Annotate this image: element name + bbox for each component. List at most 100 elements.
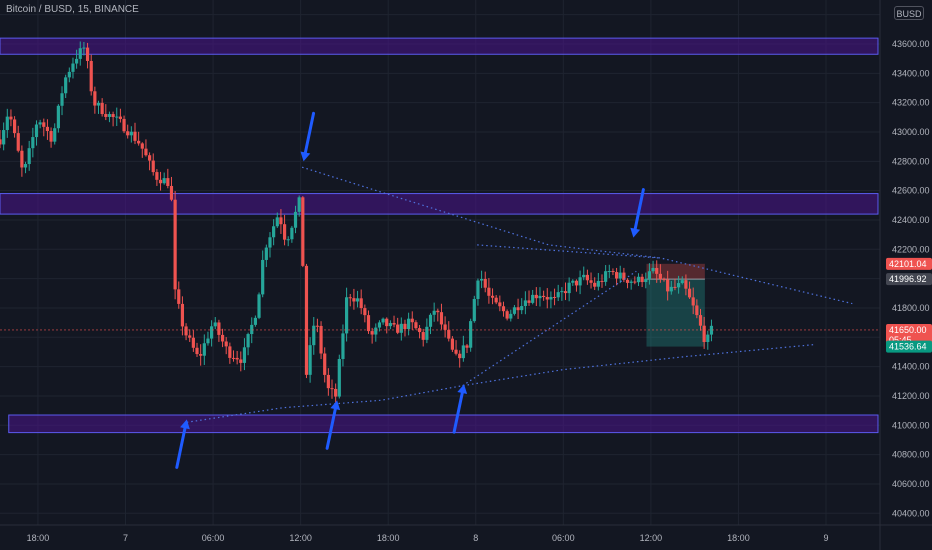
- time-tick-label: 12:00: [289, 533, 312, 543]
- candle-body: [622, 272, 626, 280]
- candle-body: [180, 303, 185, 327]
- candle-body: [636, 276, 641, 283]
- candle-body: [520, 306, 524, 311]
- candle-body: [458, 353, 462, 359]
- candle-body: [202, 343, 206, 356]
- trendline: [462, 270, 637, 387]
- candle-body: [666, 279, 670, 292]
- candle-body: [144, 148, 148, 156]
- candle-body: [268, 237, 272, 248]
- candle-body: [147, 155, 152, 161]
- candle-body: [447, 329, 451, 339]
- candle-body: [377, 322, 382, 328]
- price-tick-label: 42400.00: [892, 215, 930, 225]
- time-tick-label: 18:00: [377, 533, 400, 543]
- candle-body: [111, 114, 115, 118]
- trendline: [186, 344, 815, 423]
- candle-body: [596, 280, 600, 287]
- annotation-arrows: [175, 111, 645, 469]
- candle-body: [410, 318, 414, 323]
- candle-body: [195, 347, 199, 355]
- candle-body: [563, 291, 568, 294]
- candle-body: [629, 281, 633, 283]
- price-tick-label: 41800.00: [892, 303, 930, 313]
- time-tick-label: 9: [823, 533, 828, 543]
- candle-body: [49, 131, 53, 142]
- candle-body: [158, 179, 163, 184]
- candle-body: [542, 295, 546, 297]
- candle-body: [213, 322, 217, 327]
- chart-title: Bitcoin / BUSD, 15, BINANCE: [6, 4, 139, 15]
- candle-body: [246, 334, 250, 348]
- candle-body: [534, 294, 538, 299]
- candle-body: [20, 150, 24, 168]
- candle-body: [472, 298, 476, 322]
- candle-body: [417, 328, 422, 333]
- candle-body: [100, 102, 104, 115]
- candle-body: [337, 358, 341, 397]
- candle-body: [71, 63, 75, 72]
- price-axis[interactable]: 43600.00 43400.00 43200.00 43000.00 42800.00…: [879, 0, 930, 550]
- price-tick-label: 43200.00: [892, 98, 930, 108]
- candle-body: [151, 160, 155, 173]
- candle-body: [385, 318, 389, 327]
- candle-body: [443, 324, 447, 330]
- zone-rect: [0, 37, 879, 55]
- candle-body: [560, 291, 564, 293]
- candle-body: [585, 274, 589, 281]
- candle-body: [257, 294, 261, 318]
- trendlines: [0, 166, 880, 423]
- price-tick-label: 40800.00: [892, 450, 930, 460]
- candle-body: [640, 276, 644, 283]
- candle-body: [155, 172, 159, 180]
- candle-body: [512, 307, 517, 314]
- candle-body: [286, 239, 290, 241]
- candle-body: [425, 326, 429, 340]
- arrow-shaft: [325, 407, 337, 450]
- arrow-head: [457, 384, 468, 395]
- candle-body: [614, 272, 619, 279]
- arrow-head: [330, 400, 341, 411]
- candle-body: [531, 294, 535, 303]
- candle-body: [42, 122, 46, 127]
- candle-body: [607, 271, 611, 273]
- candle-body: [366, 315, 371, 332]
- candle-body: [166, 178, 170, 186]
- candle-body: [282, 224, 287, 240]
- price-tick-label: 41200.00: [892, 391, 930, 401]
- candle-body: [374, 327, 378, 335]
- candle-body: [217, 322, 221, 335]
- time-axis[interactable]: 18:00 7 06:00 12:00 18:00 8 06:00 12:00 18:00 9: [0, 524, 932, 543]
- arrow-shaft: [452, 391, 464, 434]
- candle-body: [527, 300, 531, 303]
- candle-body: [60, 93, 64, 106]
- candle-body: [702, 325, 706, 343]
- candle-body: [556, 292, 560, 298]
- candle-body: [118, 116, 122, 119]
- candle-body: [239, 359, 243, 363]
- candle-body: [407, 318, 411, 330]
- trendline: [477, 244, 662, 259]
- candle-body: [381, 318, 385, 323]
- zone-rect: [0, 193, 879, 215]
- candle-body: [162, 178, 166, 184]
- candle-body: [224, 341, 228, 347]
- candle-body: [509, 313, 513, 319]
- currency-button[interactable]: BUSD: [894, 6, 924, 20]
- candle-body: [330, 388, 334, 390]
- short-position-box: [646, 263, 705, 347]
- candle-body: [129, 131, 133, 136]
- candle-body: [75, 58, 79, 64]
- candle-body: [210, 326, 214, 339]
- candle-body: [709, 325, 714, 335]
- candle-body: [345, 297, 349, 334]
- candle-body: [483, 278, 487, 288]
- candle-body: [644, 279, 648, 283]
- candle-body: [469, 321, 473, 348]
- candle-body: [680, 280, 684, 284]
- candle-body: [600, 280, 604, 282]
- candle-body: [498, 302, 502, 307]
- candle-body: [655, 267, 659, 274]
- candle-body: [348, 297, 352, 299]
